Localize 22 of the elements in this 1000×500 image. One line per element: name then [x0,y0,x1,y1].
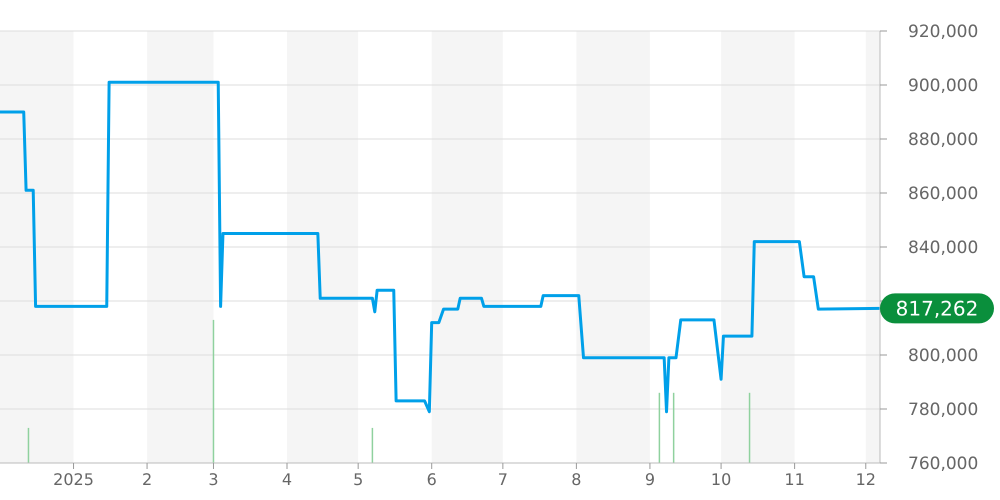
y-tick-label: 780,000 [908,400,978,420]
x-tick-label: 7 [498,470,508,489]
line-series [0,80,882,414]
x-tick-label: 2025 [53,470,94,489]
y-tick-label: 860,000 [908,184,978,204]
x-tick-label: 9 [644,470,656,489]
x-tick-label: 6 [426,470,437,489]
y-tick-label: 920,000 [908,22,978,42]
annotation: 817,262 [896,296,978,320]
x-tick-label: 5 [353,470,364,489]
y-tick-label: 840,000 [908,238,978,258]
x-tick-label: 10 [710,470,732,489]
x-tick-label: 2 [142,470,152,489]
x-tick-label: 3 [208,470,219,489]
y-tick-label: 900,000 [908,76,978,96]
y-tick-label: 760,000 [908,454,978,474]
x-tick-label: 11 [784,470,805,489]
y-tick-label: 880,000 [908,130,978,150]
y-tick-label: 800,000 [908,346,978,366]
x-tick-label: 4 [282,470,292,489]
x-tick-label: 8 [571,470,582,489]
x-tick-label: 12 [856,470,876,489]
